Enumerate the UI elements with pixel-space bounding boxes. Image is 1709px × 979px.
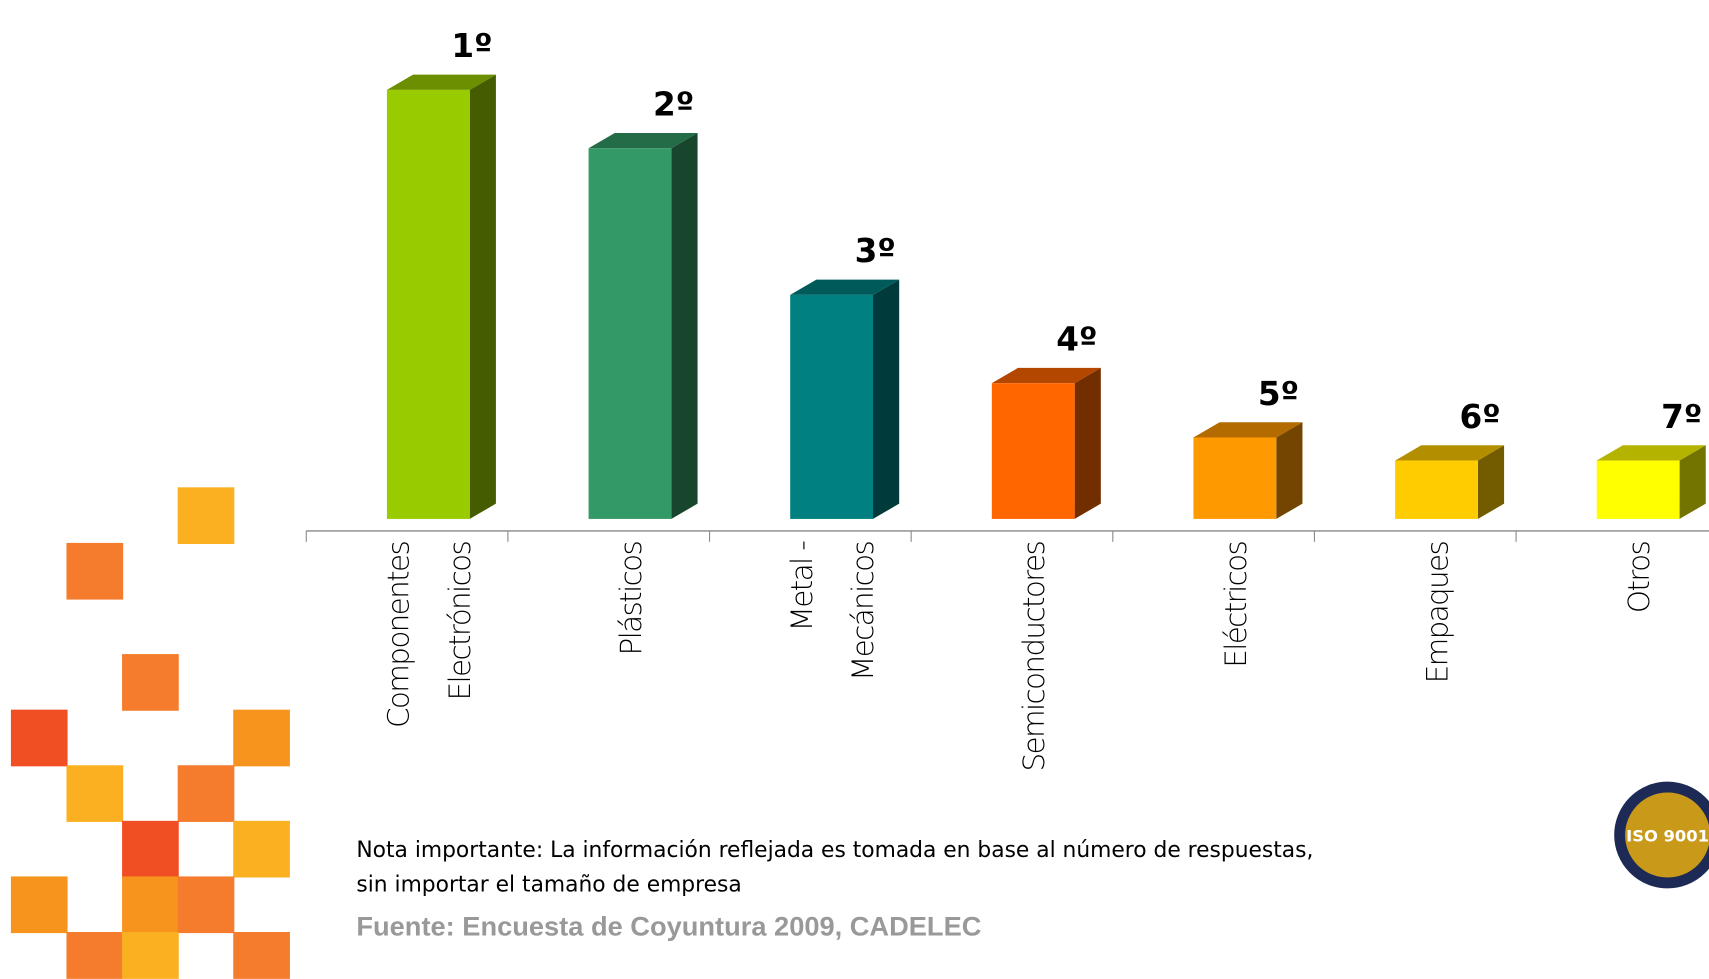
x-tick-label: Eléctricos: [1219, 542, 1253, 668]
x-tick-label: Otros: [1622, 542, 1656, 614]
bar-group: [386, 74, 496, 519]
bar-top: [1596, 445, 1706, 461]
x-tick-label: Componentes: [382, 542, 416, 728]
bar-group: [1596, 445, 1706, 519]
bar-group: [1395, 445, 1505, 519]
bar: [991, 383, 1075, 519]
x-tick-label: Mecánicos: [846, 542, 880, 682]
bar-side: [1679, 445, 1706, 519]
logo-text: ISO 9001:2: [1626, 827, 1709, 846]
bar: [1395, 460, 1478, 519]
bar-top: [386, 74, 496, 90]
bar-side: [873, 279, 900, 519]
rank-label: 2º: [653, 86, 694, 124]
bar: [386, 89, 470, 519]
x-tick-label: Plásticos: [614, 542, 648, 656]
bar: [1596, 460, 1680, 519]
bar-side: [1074, 367, 1101, 519]
bar-top: [1395, 445, 1505, 461]
note-line: sin importar el tamaño de empresa: [356, 873, 741, 898]
bar: [1193, 437, 1277, 519]
rank-label: 1º: [451, 27, 492, 65]
rank-label: 3º: [855, 232, 896, 270]
bar-side: [469, 74, 496, 519]
bar-top: [991, 367, 1101, 384]
decor-squares: [10, 487, 290, 979]
rank-label: 5º: [1258, 375, 1299, 413]
x-tick-label: Semiconductores: [1017, 542, 1051, 772]
x-tick-label: Metal -: [785, 541, 819, 632]
bar-group: [588, 133, 698, 519]
rank-label: 4º: [1056, 320, 1097, 358]
rank-label: 6º: [1460, 398, 1501, 436]
bar-side: [1477, 445, 1505, 519]
bar-group: [790, 279, 900, 519]
bar-top: [588, 133, 698, 149]
x-tick-label: Electrónicos: [443, 542, 477, 701]
note-line: Nota importante: La información reflejad…: [356, 838, 1313, 863]
bar: [588, 148, 672, 519]
bar-top: [1193, 422, 1303, 438]
bar-group: [1193, 422, 1303, 519]
source: Fuente: Encuesta de Coyuntura 2009, CADE…: [356, 910, 981, 941]
bar-group: [991, 367, 1101, 519]
bar-top: [790, 279, 900, 295]
bar: [790, 294, 874, 519]
bar-side: [671, 133, 698, 519]
rank-label: 7º: [1661, 398, 1702, 436]
bar-side: [1276, 422, 1303, 519]
iso-logo: ISO 9001:2: [1614, 781, 1709, 889]
x-tick-label: Empaques: [1420, 542, 1454, 684]
